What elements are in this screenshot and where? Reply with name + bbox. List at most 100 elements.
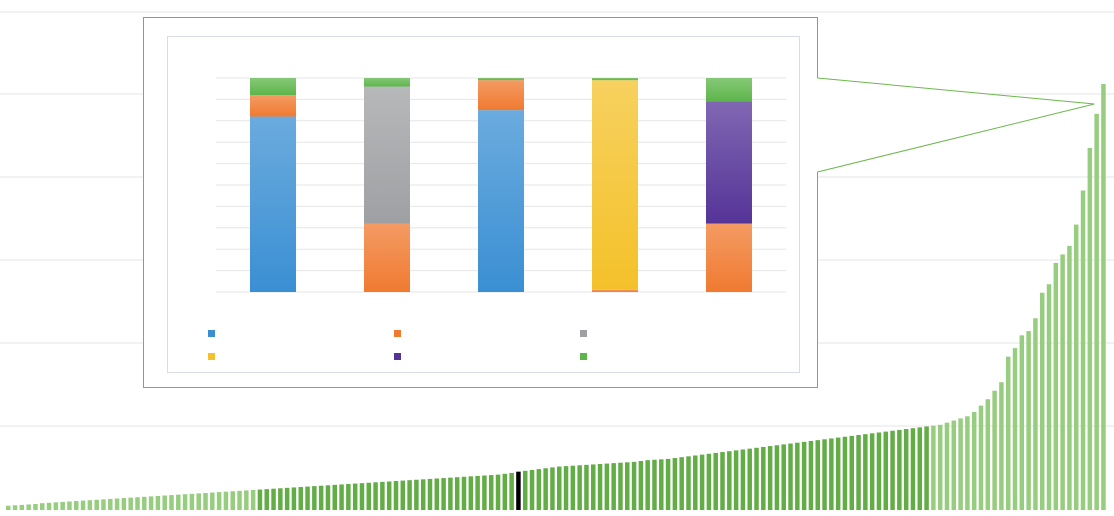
inset-bar-segment xyxy=(364,223,410,292)
main-bar xyxy=(393,481,399,510)
main-bar xyxy=(1053,262,1059,510)
main-bar xyxy=(978,405,984,510)
inset-stacked-bars xyxy=(250,78,752,293)
main-bar xyxy=(727,451,732,510)
main-bar xyxy=(1005,356,1011,510)
inset-bar-segment xyxy=(706,78,752,102)
main-bar xyxy=(781,444,786,510)
main-bar xyxy=(543,468,548,510)
main-bar xyxy=(454,477,460,510)
inset-stacked-chart xyxy=(208,77,786,360)
main-bar xyxy=(1073,224,1079,510)
main-bar xyxy=(278,488,283,510)
main-bar xyxy=(482,475,487,510)
main-bar xyxy=(19,504,25,510)
main-bar xyxy=(1094,113,1099,510)
main-bar xyxy=(210,492,215,510)
callout-pointer-edge xyxy=(817,77,1095,105)
inset-bar-segment xyxy=(250,78,296,96)
inset-bar-segment xyxy=(250,95,296,117)
main-bar xyxy=(631,461,637,510)
main-bar xyxy=(318,485,324,510)
main-bar xyxy=(849,435,854,510)
main-bar xyxy=(74,501,79,510)
main-bar xyxy=(6,505,11,510)
main-bar xyxy=(264,489,269,510)
main-bar xyxy=(380,481,385,510)
main-bar xyxy=(60,501,65,510)
main-bar xyxy=(931,425,936,510)
inset-legend-marker xyxy=(208,330,215,337)
main-bar xyxy=(910,428,916,510)
main-bar xyxy=(359,483,365,510)
main-bar xyxy=(665,458,671,510)
inset-legend-marker xyxy=(394,353,401,360)
main-bar xyxy=(563,466,569,510)
main-bar xyxy=(128,497,133,510)
main-bar xyxy=(570,465,576,510)
main-bar xyxy=(346,484,351,510)
main-bar xyxy=(591,464,596,510)
main-bar xyxy=(706,453,712,510)
main-bar xyxy=(80,500,86,510)
main-bar xyxy=(971,412,977,510)
main-bar xyxy=(842,436,848,510)
main-bar xyxy=(679,457,684,510)
main-bar xyxy=(958,418,963,510)
main-bar xyxy=(625,462,630,510)
main-bar xyxy=(162,495,167,510)
main-bar xyxy=(148,496,154,510)
main-bar xyxy=(999,382,1004,510)
main-bar xyxy=(733,450,739,510)
main-bar xyxy=(720,452,725,510)
main-bar xyxy=(121,498,127,510)
main-bar xyxy=(522,470,528,510)
main-bar xyxy=(1019,335,1025,510)
inset-legend-marker xyxy=(394,330,401,337)
main-bar xyxy=(176,494,181,510)
main-bar xyxy=(767,446,773,510)
inset-bar-segment xyxy=(364,78,410,87)
main-bar xyxy=(495,474,501,510)
main-bar xyxy=(352,483,358,510)
main-bar xyxy=(944,422,950,510)
main-bar xyxy=(618,462,623,510)
main-bar xyxy=(1046,284,1052,510)
main-bar xyxy=(951,420,957,510)
main-bar xyxy=(856,435,861,510)
main-bar xyxy=(373,482,378,510)
main-bar xyxy=(53,502,59,510)
main-bar xyxy=(869,433,875,510)
main-bar xyxy=(774,445,780,510)
inset-bar-segment xyxy=(592,78,638,81)
main-bar xyxy=(509,472,514,510)
inset-bar-segment xyxy=(706,101,752,224)
main-bar xyxy=(597,463,603,510)
main-bar xyxy=(169,495,174,510)
main-bar xyxy=(12,505,18,510)
main-bar xyxy=(332,484,338,510)
main-bar xyxy=(40,503,45,510)
inset-bar-segment xyxy=(592,80,638,290)
main-bar xyxy=(257,489,263,510)
main-bar xyxy=(33,504,38,510)
main-bar xyxy=(659,459,664,510)
main-bar xyxy=(1067,245,1072,510)
main-bar xyxy=(883,431,889,510)
main-bar xyxy=(271,488,276,510)
main-bar xyxy=(584,464,589,510)
main-bar xyxy=(699,454,705,510)
callout-pointer-edge xyxy=(817,103,1095,173)
main-bar xyxy=(414,479,419,510)
main-chart-bars xyxy=(6,84,1106,510)
main-bar xyxy=(189,493,195,510)
inset-legend-marker xyxy=(580,353,587,360)
main-bar xyxy=(291,487,297,510)
main-bar xyxy=(461,476,467,510)
main-bar xyxy=(652,459,657,510)
main-bar xyxy=(808,440,814,510)
main-bar xyxy=(87,500,93,510)
main-bar xyxy=(298,487,303,510)
main-bar xyxy=(815,440,820,510)
main-bar xyxy=(604,463,610,510)
